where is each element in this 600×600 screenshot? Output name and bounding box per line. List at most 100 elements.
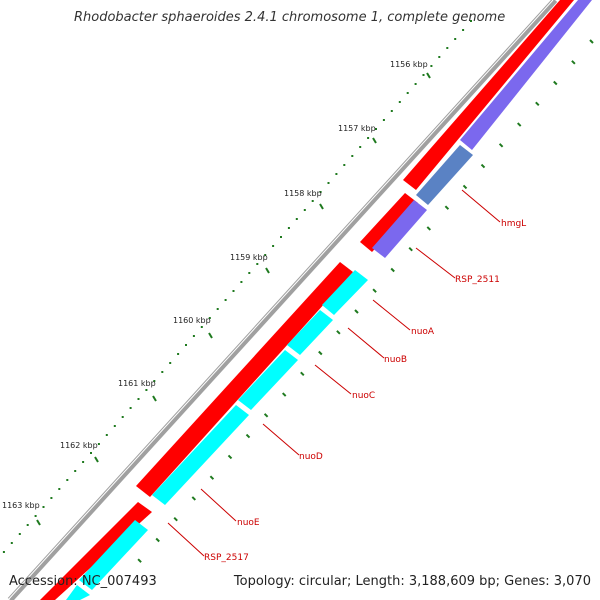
ruler-dot bbox=[256, 263, 259, 265]
inner-tick bbox=[390, 267, 395, 273]
reverse-cds-RSP_2517[interactable] bbox=[66, 585, 90, 600]
ruler-dot bbox=[462, 29, 465, 31]
gene-labels: hmgL RSP_2511 nuoA nuoB nuoC nuoD nuoE RSP_2517 bbox=[167, 189, 526, 563]
accession-text: Accession: NC_007493 bbox=[9, 574, 157, 589]
ruler-dot bbox=[192, 335, 195, 337]
reverse-cds-nuoC[interactable] bbox=[238, 350, 298, 410]
ruler-dot bbox=[2, 551, 5, 553]
forward-cds-3[interactable] bbox=[136, 262, 353, 497]
inner-tick bbox=[155, 537, 160, 543]
inner-tick bbox=[227, 454, 233, 460]
inner-tick bbox=[209, 475, 215, 480]
inner-tick bbox=[336, 330, 341, 335]
ruler-dot bbox=[58, 488, 61, 490]
ruler-dot bbox=[129, 407, 132, 409]
reverse-cds-RSP_2511[interactable] bbox=[372, 200, 427, 258]
kbp-major-tick bbox=[94, 456, 99, 463]
kbp-major-tick bbox=[426, 72, 431, 79]
reverse-cds-nuoE[interactable] bbox=[79, 520, 148, 590]
ruler-dot bbox=[74, 470, 77, 472]
gene-leader-line bbox=[461, 189, 501, 223]
forward-cds-2[interactable] bbox=[360, 193, 418, 252]
ruler-dot bbox=[470, 20, 472, 22]
gene-label[interactable]: nuoE bbox=[237, 518, 260, 528]
ruler-dot bbox=[438, 56, 441, 58]
gene-label[interactable]: nuoA bbox=[411, 327, 435, 337]
inner-tick bbox=[444, 205, 450, 210]
kbp-major-tick bbox=[265, 267, 270, 274]
gene-label[interactable]: nuoD bbox=[299, 452, 323, 462]
gene-leader-line bbox=[167, 522, 205, 557]
ruler-dot bbox=[335, 173, 338, 175]
ruler-dot bbox=[145, 389, 148, 391]
reverse-cds-purple-1[interactable] bbox=[460, 0, 592, 150]
inner-tick bbox=[137, 558, 142, 563]
ruler-dot bbox=[137, 398, 140, 400]
ruler-dot bbox=[169, 362, 172, 364]
inner-tick bbox=[281, 392, 287, 397]
backbone-line bbox=[7, 0, 558, 600]
reverse-cds-nuoA[interactable] bbox=[322, 270, 368, 315]
gene-label[interactable]: nuoB bbox=[384, 355, 407, 365]
inner-tick bbox=[553, 80, 558, 86]
map-title: Rhodobacter sphaeroides 2.4.1 chromosome… bbox=[74, 10, 506, 25]
inner-tick bbox=[589, 39, 594, 44]
gene-label[interactable]: hmgL bbox=[501, 219, 526, 229]
ruler-dot bbox=[303, 209, 306, 211]
gene-leader-line bbox=[262, 423, 300, 456]
inner-tick bbox=[245, 433, 251, 439]
reverse-cds-nuoB[interactable] bbox=[287, 310, 333, 355]
ruler-dot bbox=[454, 38, 457, 40]
ruler-dot bbox=[390, 110, 393, 112]
kbp-major-tick bbox=[152, 395, 157, 402]
forward-cds-1[interactable] bbox=[403, 0, 574, 190]
reverse-cds-hmgL[interactable] bbox=[416, 145, 473, 205]
ruler-dot bbox=[319, 191, 322, 193]
inner-tick bbox=[318, 350, 323, 356]
ruler-dot bbox=[224, 299, 227, 301]
ruler-dot bbox=[82, 461, 85, 463]
kbp-label: 1158 kbp bbox=[284, 189, 322, 198]
gene-leader-line bbox=[372, 299, 411, 331]
gene-label[interactable]: nuoC bbox=[352, 391, 375, 401]
summary-text: Topology: circular; Length: 3,188,609 bp… bbox=[233, 574, 591, 589]
ruler-dot bbox=[177, 353, 180, 355]
inner-tick bbox=[263, 413, 269, 418]
ruler-dot bbox=[398, 101, 401, 103]
gene-label[interactable]: RSP_2511 bbox=[455, 275, 500, 285]
gene-leader-line bbox=[200, 488, 237, 522]
ruler-dot bbox=[264, 254, 267, 256]
ruler-ticks bbox=[137, 39, 594, 563]
gene-label[interactable]: RSP_2517 bbox=[204, 553, 249, 563]
inner-tick bbox=[480, 163, 486, 169]
ruler-dot bbox=[280, 236, 282, 238]
kbp-label: 1159 kbp bbox=[230, 253, 268, 262]
ruler-dot bbox=[248, 272, 251, 274]
ruler-dot bbox=[113, 425, 116, 427]
inner-tick bbox=[498, 143, 504, 148]
reverse-cds-nuoD[interactable] bbox=[152, 405, 249, 505]
ruler-dot bbox=[153, 380, 156, 382]
ruler-dot bbox=[422, 74, 425, 76]
inner-tick bbox=[516, 122, 522, 127]
forward-cds-4[interactable] bbox=[40, 502, 152, 600]
ruler-dot bbox=[121, 416, 124, 418]
backbone-line-highlight bbox=[7, 0, 554, 600]
ruler-dot bbox=[272, 245, 275, 247]
ruler-dot bbox=[216, 308, 219, 310]
inner-tick bbox=[462, 184, 468, 190]
ruler-dot bbox=[42, 506, 45, 508]
ruler-dot bbox=[34, 515, 37, 517]
inner-tick bbox=[535, 101, 540, 107]
ruler-dot bbox=[359, 146, 362, 148]
ruler-dot bbox=[10, 542, 13, 544]
kbp-major-tick bbox=[372, 137, 377, 144]
ruler-dot bbox=[161, 371, 164, 373]
ruler-dot bbox=[105, 434, 108, 436]
kbp-major-tick bbox=[208, 332, 213, 339]
ruler-dot bbox=[351, 155, 354, 157]
ruler-dot bbox=[414, 83, 417, 85]
inner-tick bbox=[191, 496, 197, 501]
ruler-dot bbox=[18, 533, 21, 535]
